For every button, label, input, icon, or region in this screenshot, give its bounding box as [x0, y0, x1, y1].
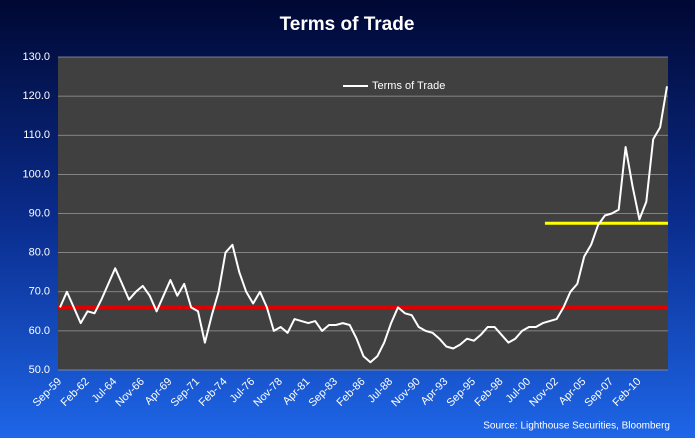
series-line: [59, 86, 668, 364]
y-tick-label: 110.0: [23, 129, 50, 141]
y-tick-label: 80.0: [29, 247, 50, 259]
y-tick-label: 70.0: [29, 286, 50, 298]
legend-label: Terms of Trade: [372, 80, 445, 92]
y-tick-label: 90.0: [29, 207, 50, 219]
y-tick-label: 130.0: [22, 51, 50, 63]
chart-title: Terms of Trade: [280, 14, 415, 35]
y-tick-label: 60.0: [29, 325, 50, 337]
y-tick-label: 50.0: [29, 364, 50, 376]
source: Source: Lighthouse Securities, Bloomberg: [483, 421, 670, 432]
y-tick-label: 120.0: [22, 90, 50, 102]
y-tick-label: 100.0: [22, 168, 50, 180]
